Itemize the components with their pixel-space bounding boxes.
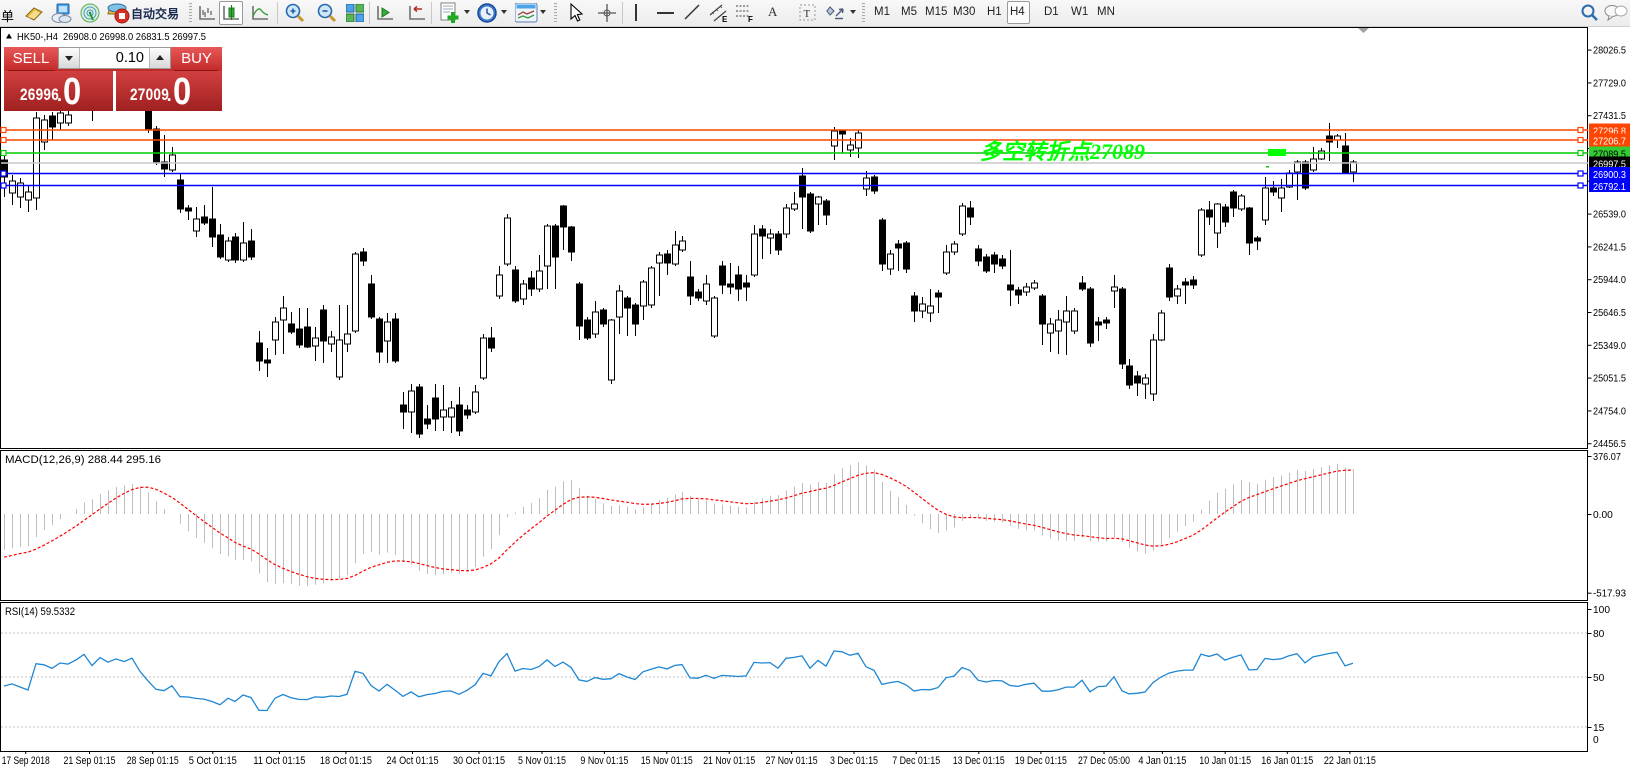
- svg-text:-517.93: -517.93: [1593, 589, 1626, 600]
- svg-text:25051.5: 25051.5: [1593, 374, 1626, 385]
- svg-text:4 Jan 01:15: 4 Jan 01:15: [1138, 755, 1186, 767]
- svg-text:80: 80: [1593, 629, 1605, 640]
- svg-text:RSI(14) 59.5332: RSI(14) 59.5332: [5, 606, 75, 618]
- svg-text:16 Jan 01:15: 16 Jan 01:15: [1261, 755, 1313, 767]
- svg-text:27729.0: 27729.0: [1593, 78, 1626, 89]
- svg-text:19 Dec 01:15: 19 Dec 01:15: [1015, 755, 1067, 767]
- svg-text:26908.0 26998.0 26831.5 26997.: 26908.0 26998.0 26831.5 26997.5: [63, 31, 206, 43]
- svg-text:26241.5: 26241.5: [1593, 242, 1626, 253]
- svg-text:26792.1: 26792.1: [1593, 182, 1626, 193]
- svg-text:11 Oct 01:15: 11 Oct 01:15: [253, 755, 305, 767]
- svg-text:30 Oct 01:15: 30 Oct 01:15: [453, 755, 505, 767]
- svg-text:18 Oct 01:15: 18 Oct 01:15: [320, 755, 372, 767]
- svg-text:15: 15: [1593, 723, 1605, 734]
- svg-text:26900.3: 26900.3: [1593, 170, 1626, 181]
- svg-text:7 Dec 01:15: 7 Dec 01:15: [892, 755, 940, 767]
- svg-text:17 Sep 2018: 17 Sep 2018: [2, 755, 50, 767]
- svg-text:24 Oct 01:15: 24 Oct 01:15: [387, 755, 439, 767]
- svg-text:21 Nov 01:15: 21 Nov 01:15: [703, 755, 755, 767]
- svg-text:5 Nov 01:15: 5 Nov 01:15: [518, 755, 566, 767]
- svg-text:25349.0: 25349.0: [1593, 341, 1626, 352]
- svg-text:25944.0: 25944.0: [1593, 275, 1626, 286]
- svg-text:100: 100: [1593, 605, 1610, 616]
- svg-text:9 Nov 01:15: 9 Nov 01:15: [580, 755, 628, 767]
- svg-text:3 Dec 01:15: 3 Dec 01:15: [830, 755, 878, 767]
- svg-text:27 Dec 05:00: 27 Dec 05:00: [1078, 755, 1130, 767]
- svg-text:27296.8: 27296.8: [1593, 127, 1626, 138]
- svg-text:15 Nov 01:15: 15 Nov 01:15: [641, 755, 693, 767]
- svg-text:28026.5: 28026.5: [1593, 46, 1626, 57]
- svg-text:HK50-,H4: HK50-,H4: [17, 31, 58, 43]
- svg-text:28 Sep 01:15: 28 Sep 01:15: [127, 755, 179, 767]
- svg-text:27089.5: 27089.5: [1593, 150, 1626, 161]
- svg-text:27 Nov 01:15: 27 Nov 01:15: [766, 755, 818, 767]
- svg-text:0: 0: [1593, 735, 1599, 746]
- svg-text:5 Oct 01:15: 5 Oct 01:15: [189, 755, 237, 767]
- svg-text:27431.5: 27431.5: [1593, 111, 1626, 122]
- svg-text:13 Dec 01:15: 13 Dec 01:15: [953, 755, 1005, 767]
- svg-text:26539.0: 26539.0: [1593, 210, 1626, 221]
- svg-text:多空转折点27089: 多空转折点27089: [980, 139, 1145, 164]
- svg-text:10 Jan 01:15: 10 Jan 01:15: [1199, 755, 1251, 767]
- svg-text:MACD(12,26,9) 288.44 295.16: MACD(12,26,9) 288.44 295.16: [5, 454, 161, 466]
- svg-text:21 Sep 01:15: 21 Sep 01:15: [64, 755, 116, 767]
- svg-text:E: E: [722, 15, 728, 23]
- svg-text:25646.5: 25646.5: [1593, 308, 1626, 319]
- svg-text:24456.5: 24456.5: [1593, 439, 1626, 450]
- svg-text:24754.0: 24754.0: [1593, 406, 1626, 417]
- svg-text:22 Jan 01:15: 22 Jan 01:15: [1324, 755, 1376, 767]
- svg-text:0.00: 0.00: [1593, 510, 1613, 521]
- svg-text:27206.7: 27206.7: [1593, 137, 1626, 148]
- svg-text:F: F: [748, 15, 753, 23]
- svg-text:50: 50: [1593, 673, 1605, 684]
- svg-text:376.07: 376.07: [1593, 452, 1621, 463]
- svg-text:T: T: [804, 8, 811, 20]
- svg-text:26997.5: 26997.5: [1593, 160, 1626, 171]
